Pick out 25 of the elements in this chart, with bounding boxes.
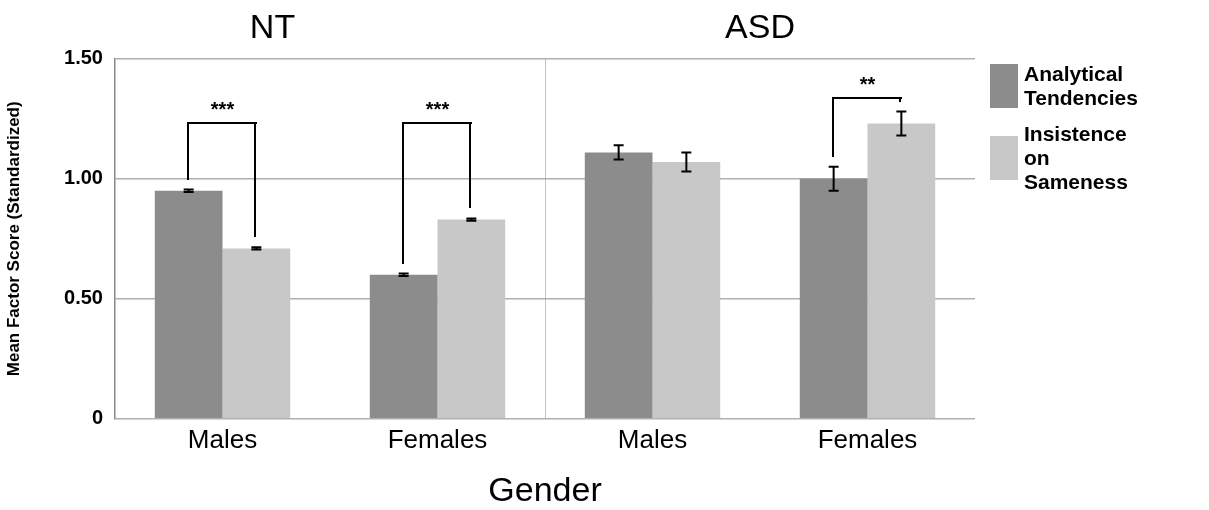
annotation: *** xyxy=(210,98,235,121)
bar xyxy=(652,162,721,419)
bar xyxy=(154,190,223,419)
x-tick-label: Males xyxy=(187,423,258,454)
y-axis-title: Mean Factor Score (Standardized) xyxy=(3,101,23,377)
annotation: ** xyxy=(859,73,876,96)
legend-label: Analytical Tendencies xyxy=(1024,62,1139,110)
x-axis-title: Gender xyxy=(487,470,603,509)
x-tick-label: Males xyxy=(617,423,688,454)
bar xyxy=(584,152,653,419)
chart-title: NT xyxy=(249,6,296,45)
annotation: *** xyxy=(425,98,450,121)
y-tick-label: 0 xyxy=(91,406,103,429)
x-tick-label: Females xyxy=(817,423,918,454)
bar xyxy=(867,123,936,419)
y-tick-label: 1.50 xyxy=(64,46,103,69)
bar xyxy=(437,219,506,419)
legend-label: Insistence on Sameness xyxy=(1024,122,1129,194)
y-tick-label: 1.00 xyxy=(64,166,103,189)
chart-title: ASD xyxy=(725,6,795,45)
bar xyxy=(799,178,868,419)
x-tick-label: Females xyxy=(387,423,488,454)
y-tick-label: 0.50 xyxy=(64,286,103,309)
bar xyxy=(369,274,438,419)
bar xyxy=(222,248,291,419)
